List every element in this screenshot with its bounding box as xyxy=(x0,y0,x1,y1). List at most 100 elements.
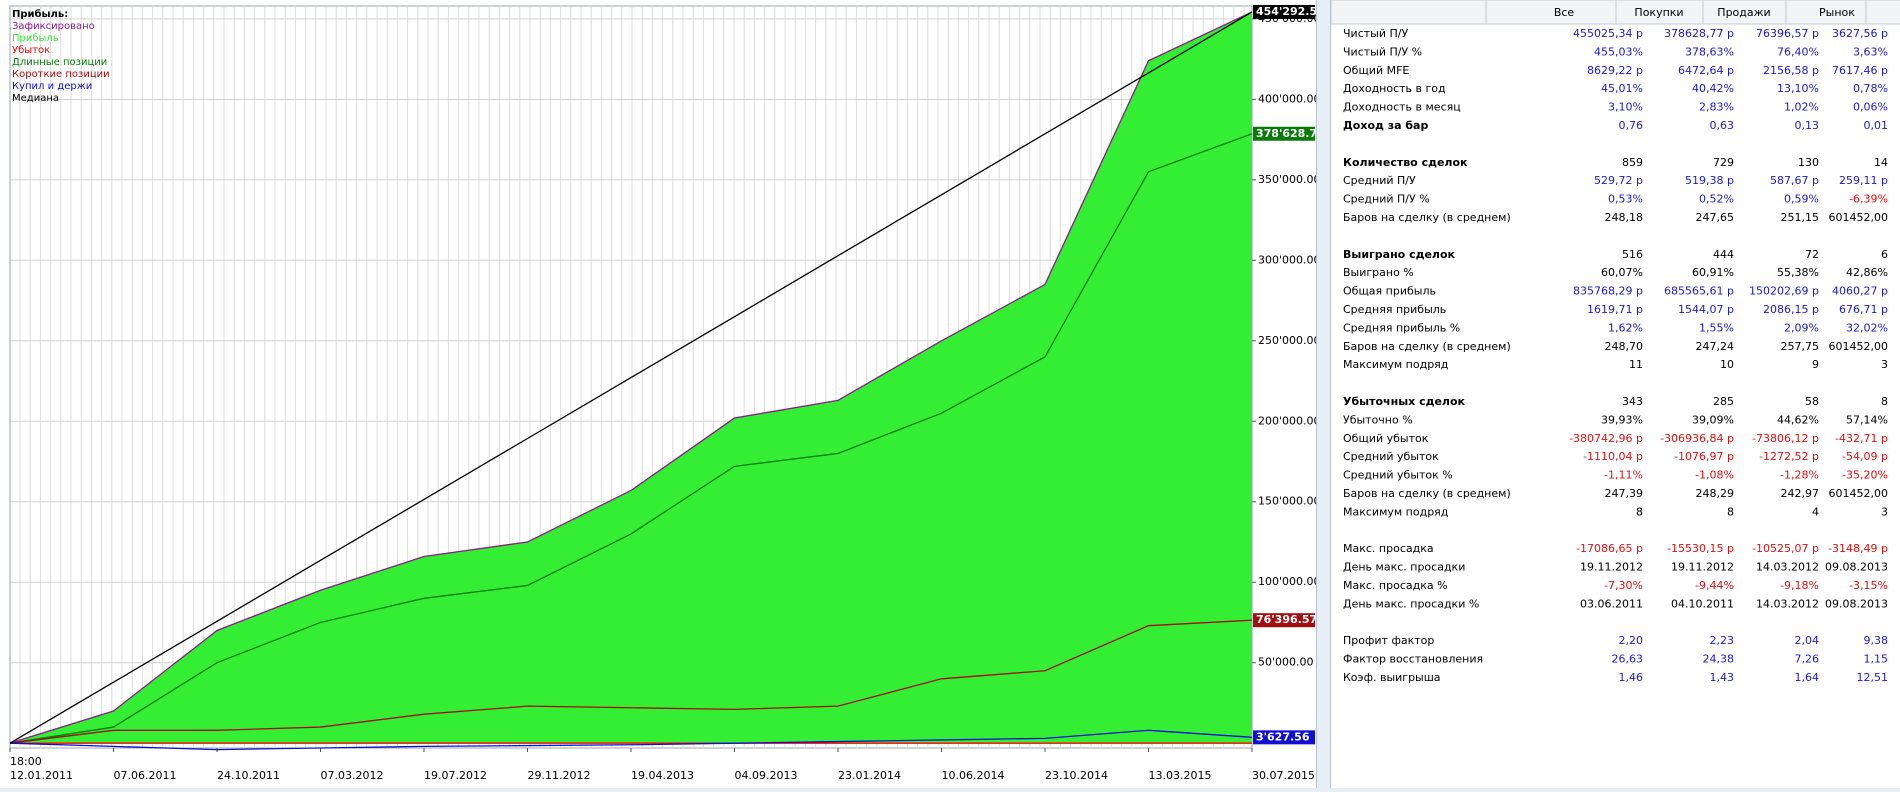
row-label: Фактор восстановления xyxy=(1343,653,1483,666)
x-tick-label: 23.01.2014 xyxy=(838,769,901,782)
cell: 150202,69 р xyxy=(1749,285,1819,298)
cell: -306936,84 р xyxy=(1660,432,1734,445)
row-label: Количество сделок xyxy=(1343,156,1468,169)
cell: 3,63% xyxy=(1853,45,1888,58)
x-tick-label: 29.11.2012 xyxy=(528,769,591,782)
cell: 55,38% xyxy=(1777,266,1819,279)
row-label: Средний П/У xyxy=(1343,174,1416,187)
cell: 8 xyxy=(1727,505,1734,518)
y-tick-label: 400'000.00 xyxy=(1258,92,1316,105)
cell: 0,76 xyxy=(1619,119,1644,132)
row-label: День макс. просадки xyxy=(1343,561,1465,574)
row-label: Максимум подряд xyxy=(1343,505,1449,518)
x-tick-label: 13.03.2015 xyxy=(1149,769,1212,782)
cell: -15530,15 р xyxy=(1667,542,1734,555)
cell: 9,38 xyxy=(1864,634,1889,647)
cell: 76,40% xyxy=(1777,45,1819,58)
x-tick-label: 19.07.2012 xyxy=(424,769,487,782)
y-tick-label: 200'000.00 xyxy=(1258,414,1316,427)
cell: 72 xyxy=(1805,248,1819,261)
stats-table: Все Покупки Продажи Рынок Чистый П/У 455025,3… xyxy=(1330,0,1900,684)
cell: 7617,46 р xyxy=(1832,64,1888,77)
cell: 2,04 xyxy=(1795,634,1820,647)
cell: 835768,29 р xyxy=(1573,285,1643,298)
cell: 2156,58 р xyxy=(1763,64,1819,77)
cell: 12,51 xyxy=(1857,671,1889,684)
row-label: Общий MFE xyxy=(1343,64,1409,77)
column-header: Все xyxy=(1554,6,1575,19)
cell: 8 xyxy=(1636,505,1643,518)
cell: 0,06% xyxy=(1853,101,1888,114)
cell: 729 xyxy=(1713,156,1734,169)
cell: 11 xyxy=(1629,358,1643,371)
cell: 2,23 xyxy=(1710,634,1735,647)
chart: 50'000.00 100'000.00 150'000.00 200'000.00 2… xyxy=(9,4,1325,782)
series-line xyxy=(9,619,1253,744)
row-label: Убыточных сделок xyxy=(1343,395,1466,408)
cell: -1,08% xyxy=(1695,469,1734,482)
y-tick-label: 150'000.00 xyxy=(1258,495,1316,508)
stats-panel: Все Покупки Продажи Рынок Чистый П/У 455025,3… xyxy=(1330,0,1900,788)
legend-title: Прибыль: xyxy=(12,8,68,20)
x-tick-label: 10.06.2014 xyxy=(942,769,1005,782)
row-label: Максимум подряд xyxy=(1343,358,1449,371)
cell: 09.08.2013 xyxy=(1825,597,1888,610)
cell: 343 xyxy=(1622,395,1643,408)
cell: 444 xyxy=(1713,248,1734,261)
cell: 0,63 xyxy=(1710,119,1735,132)
cell: 4 xyxy=(1812,505,1819,518)
cell: 19.11.2012 xyxy=(1580,561,1643,574)
cell: 251,15 xyxy=(1781,211,1820,224)
cell: 601452,00 xyxy=(1829,340,1889,353)
row-label: Коэф. выигрыша xyxy=(1343,671,1441,684)
cell: 58 xyxy=(1805,395,1819,408)
x-tick-label: 12.01.2011 xyxy=(10,769,73,782)
cell: 455,03% xyxy=(1594,45,1643,58)
cell: 378,63% xyxy=(1685,45,1734,58)
column-header: Покупки xyxy=(1634,6,1683,19)
cell: 76396,57 р xyxy=(1756,27,1819,40)
row-label: Доходность в месяц xyxy=(1343,101,1461,114)
cell: 0,13 xyxy=(1795,119,1820,132)
column-header: Рынок xyxy=(1819,6,1855,19)
x-tick-label: 07.06.2011 xyxy=(114,769,177,782)
cell: -3,15% xyxy=(1849,579,1888,592)
cell: 676,71 р xyxy=(1839,303,1888,316)
cell: 1,62% xyxy=(1608,321,1643,334)
cell: 42,86% xyxy=(1846,266,1888,279)
cell: 529,72 р xyxy=(1594,174,1643,187)
last-value-label: 454'292.58 xyxy=(1256,5,1316,18)
last-value-box xyxy=(1253,613,1315,628)
series-line xyxy=(9,11,1253,744)
cell: 8629,22 р xyxy=(1587,64,1643,77)
legend-entry: Короткие позиции xyxy=(12,69,110,80)
cell: -1110,04 р xyxy=(1583,450,1643,463)
cell: 3627,56 р xyxy=(1832,27,1888,40)
cell: -432,71 р xyxy=(1835,432,1888,445)
cell: -1,11% xyxy=(1604,469,1643,482)
row-label: Общая прибыль xyxy=(1343,285,1436,298)
cell: 601452,00 xyxy=(1829,487,1889,500)
x-tick-label: 19.04.2013 xyxy=(631,769,694,782)
legend-entry: Длинные позиции xyxy=(12,57,107,68)
row-label: Профит фактор xyxy=(1343,634,1434,647)
row-label: День макс. просадки % xyxy=(1343,597,1479,610)
last-value-box xyxy=(1253,4,1315,19)
cell: 39,09% xyxy=(1692,413,1734,426)
row-label: Выиграно % xyxy=(1343,266,1414,279)
cell: 0,01 xyxy=(1864,119,1889,132)
legend-entry: Убыток xyxy=(12,45,50,56)
cell: 9 xyxy=(1812,358,1819,371)
cell: 3 xyxy=(1881,358,1888,371)
cell: 259,11 р xyxy=(1839,174,1888,187)
row-label: Чистый П/У xyxy=(1343,27,1408,40)
cell: 248,70 xyxy=(1605,340,1644,353)
cell: -1272,52 р xyxy=(1759,450,1819,463)
cell: -35,20% xyxy=(1842,469,1888,482)
cell: 242,97 xyxy=(1781,487,1820,500)
cell: 248,29 xyxy=(1696,487,1735,500)
cell: 3,10% xyxy=(1608,101,1643,114)
cell: 378628,77 р xyxy=(1664,27,1734,40)
cell: 859 xyxy=(1622,156,1643,169)
